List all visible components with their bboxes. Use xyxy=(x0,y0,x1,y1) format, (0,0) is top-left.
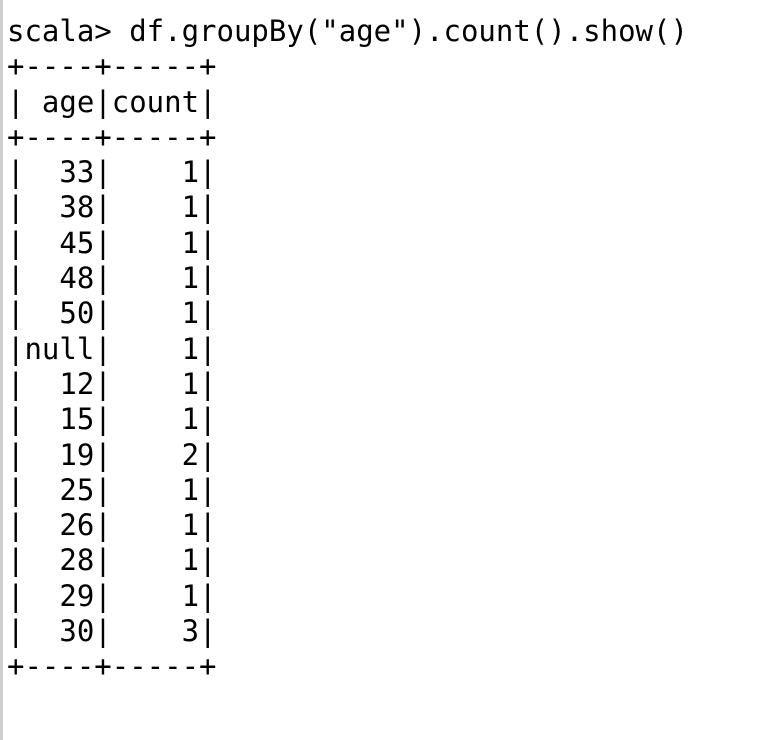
table-row: | 30| 3| xyxy=(7,614,217,649)
table-header-row: | age|count| xyxy=(7,84,217,119)
scala-prompt: scala> xyxy=(7,14,130,48)
table-row: | 26| 1| xyxy=(7,508,217,543)
scala-command: df.groupBy("age").count().show() xyxy=(129,14,688,48)
table-header-border: +----+-----+ xyxy=(7,119,217,154)
table-row: | 48| 1| xyxy=(7,261,217,296)
table-row: |null| 1| xyxy=(7,331,217,366)
table-row: | 45| 1| xyxy=(7,225,217,260)
terminal-output: scala> df.groupBy("age").count().show() +… xyxy=(7,14,688,685)
table-row: | 29| 1| xyxy=(7,578,217,613)
table-row: | 28| 1| xyxy=(7,543,217,578)
table-row: | 33| 1| xyxy=(7,155,217,190)
command-line: scala> df.groupBy("age").count().show() xyxy=(7,14,688,49)
table-row: | 15| 1| xyxy=(7,402,217,437)
table-row: | 25| 1| xyxy=(7,472,217,507)
table-row: | 12| 1| xyxy=(7,366,217,401)
table-row: | 19| 2| xyxy=(7,437,217,472)
table-top-border: +----+-----+ xyxy=(7,49,217,84)
table-row: | 50| 1| xyxy=(7,296,217,331)
table-row: | 38| 1| xyxy=(7,190,217,225)
table-bottom-border: +----+-----+ xyxy=(7,649,217,684)
